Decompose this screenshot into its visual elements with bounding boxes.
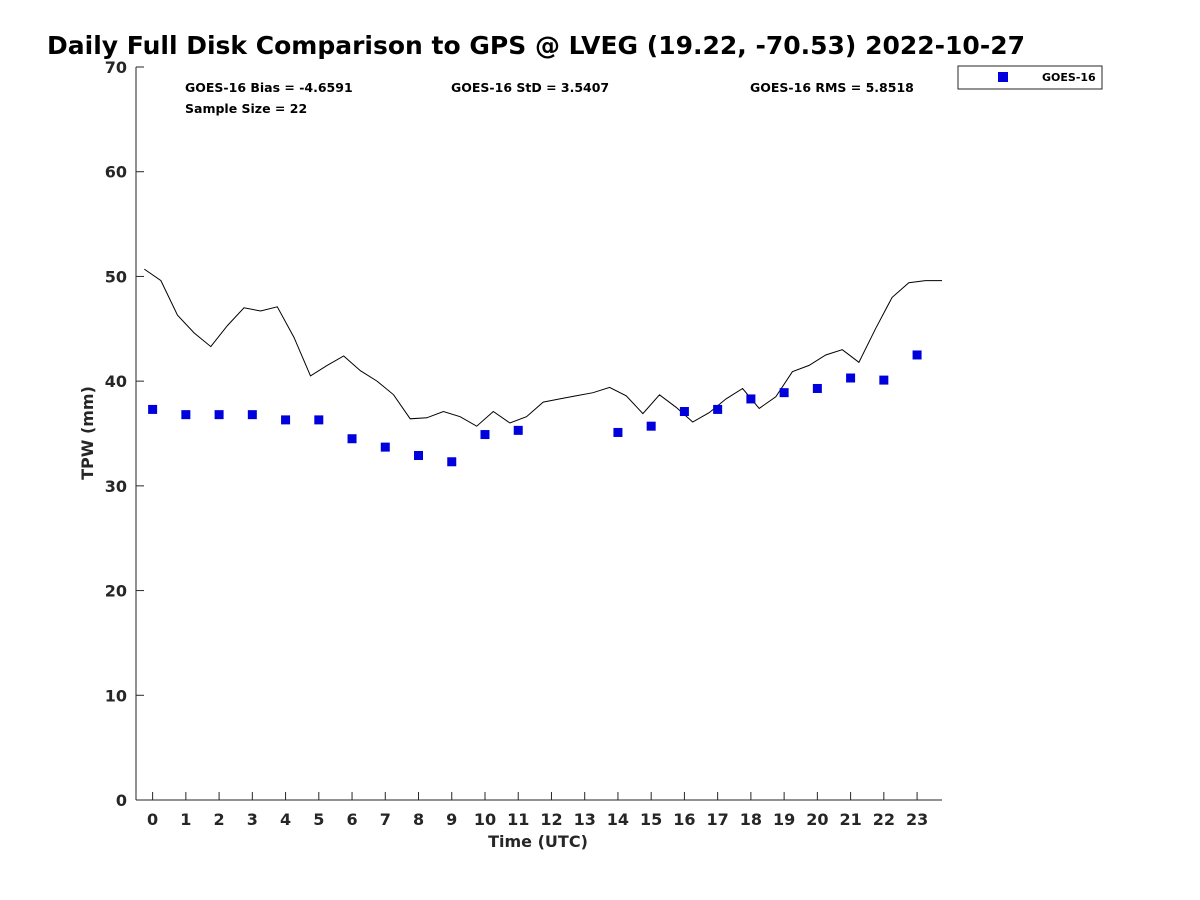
goes16-point (713, 404, 723, 414)
x-tick-label: 2 (214, 810, 225, 829)
goes16-point (646, 421, 656, 431)
gps-tpw-line (144, 268, 942, 427)
goes16-point (846, 373, 856, 383)
x-tick-label: 0 (147, 810, 158, 829)
y-axis-label: TPW (mm) (78, 386, 97, 480)
stat-std: GOES-16 StD = 3.5407 (451, 80, 609, 95)
x-tick-label: 13 (574, 810, 596, 829)
x-axis-label: Time (UTC) (488, 832, 588, 851)
x-tick-label: 20 (806, 810, 828, 829)
stats-annotations: GOES-16 Bias = -4.6591 GOES-16 StD = 3.5… (185, 80, 914, 116)
x-tick-label: 11 (507, 810, 529, 829)
goes16-point (380, 442, 390, 452)
x-tick-label: 8 (413, 810, 424, 829)
x-tick-label: 9 (446, 810, 457, 829)
stat-bias: GOES-16 Bias = -4.6591 (185, 80, 353, 95)
goes16-point (679, 407, 689, 417)
y-tick-label: 70 (105, 58, 127, 77)
goes16-point (812, 383, 822, 393)
x-tick-label: 5 (313, 810, 324, 829)
goes16-point (414, 450, 424, 460)
y-tick-label: 10 (105, 686, 127, 705)
y-tick-label: 50 (105, 267, 127, 286)
chart-title: Daily Full Disk Comparison to GPS @ LVEG… (47, 31, 1025, 60)
legend-label: GOES-16 (1042, 71, 1096, 84)
y-tick-label: 60 (105, 163, 127, 182)
x-tick-label: 17 (707, 810, 729, 829)
x-tick-label: 12 (540, 810, 562, 829)
goes16-point (480, 430, 490, 440)
x-tick-label: 21 (839, 810, 861, 829)
goes16-point (513, 425, 523, 435)
x-tick-label: 18 (740, 810, 762, 829)
goes16-point (779, 388, 789, 398)
x-tick-label: 14 (607, 810, 629, 829)
x-tick-label: 3 (247, 810, 258, 829)
x-tick-label: 16 (673, 810, 695, 829)
y-axis-ticks: 0 10 20 30 40 50 60 70 (105, 58, 144, 810)
x-tick-label: 1 (180, 810, 191, 829)
goes16-point (879, 375, 889, 385)
x-tick-label: 4 (280, 810, 291, 829)
legend: GOES-16 (957, 65, 1103, 90)
legend-marker-square (998, 72, 1008, 82)
goes16-point (347, 434, 357, 444)
x-axis-ticks: 0 1 2 3 4 5 6 7 8 9 10 11 12 13 14 15 16 17 18 19 20 21 22 23 (147, 792, 928, 829)
x-tick-label: 7 (380, 810, 391, 829)
y-tick-label: 30 (105, 477, 127, 496)
goes16-point (447, 457, 457, 467)
goes16-point (214, 410, 224, 420)
goes16-point (912, 350, 922, 360)
x-tick-label: 6 (346, 810, 357, 829)
goes16-point (148, 404, 158, 414)
gps-line-series (144, 268, 942, 427)
goes16-point (746, 394, 756, 404)
x-tick-label: 22 (873, 810, 895, 829)
goes16-point (247, 410, 257, 420)
goes16-point (613, 427, 623, 437)
y-tick-label: 40 (105, 372, 127, 391)
stat-sample-size: Sample Size = 22 (185, 101, 307, 116)
legend-box (957, 65, 1103, 90)
goes16-point (314, 415, 324, 425)
x-tick-label: 23 (906, 810, 928, 829)
y-tick-label: 0 (116, 791, 127, 810)
x-tick-label: 19 (773, 810, 795, 829)
stat-rms: GOES-16 RMS = 5.8518 (750, 80, 914, 95)
goes16-point (181, 410, 191, 420)
x-tick-label: 15 (640, 810, 662, 829)
goes16-scatter-series (148, 350, 922, 467)
y-tick-label: 20 (105, 582, 127, 601)
x-tick-label: 10 (474, 810, 496, 829)
goes16-point (281, 415, 291, 425)
